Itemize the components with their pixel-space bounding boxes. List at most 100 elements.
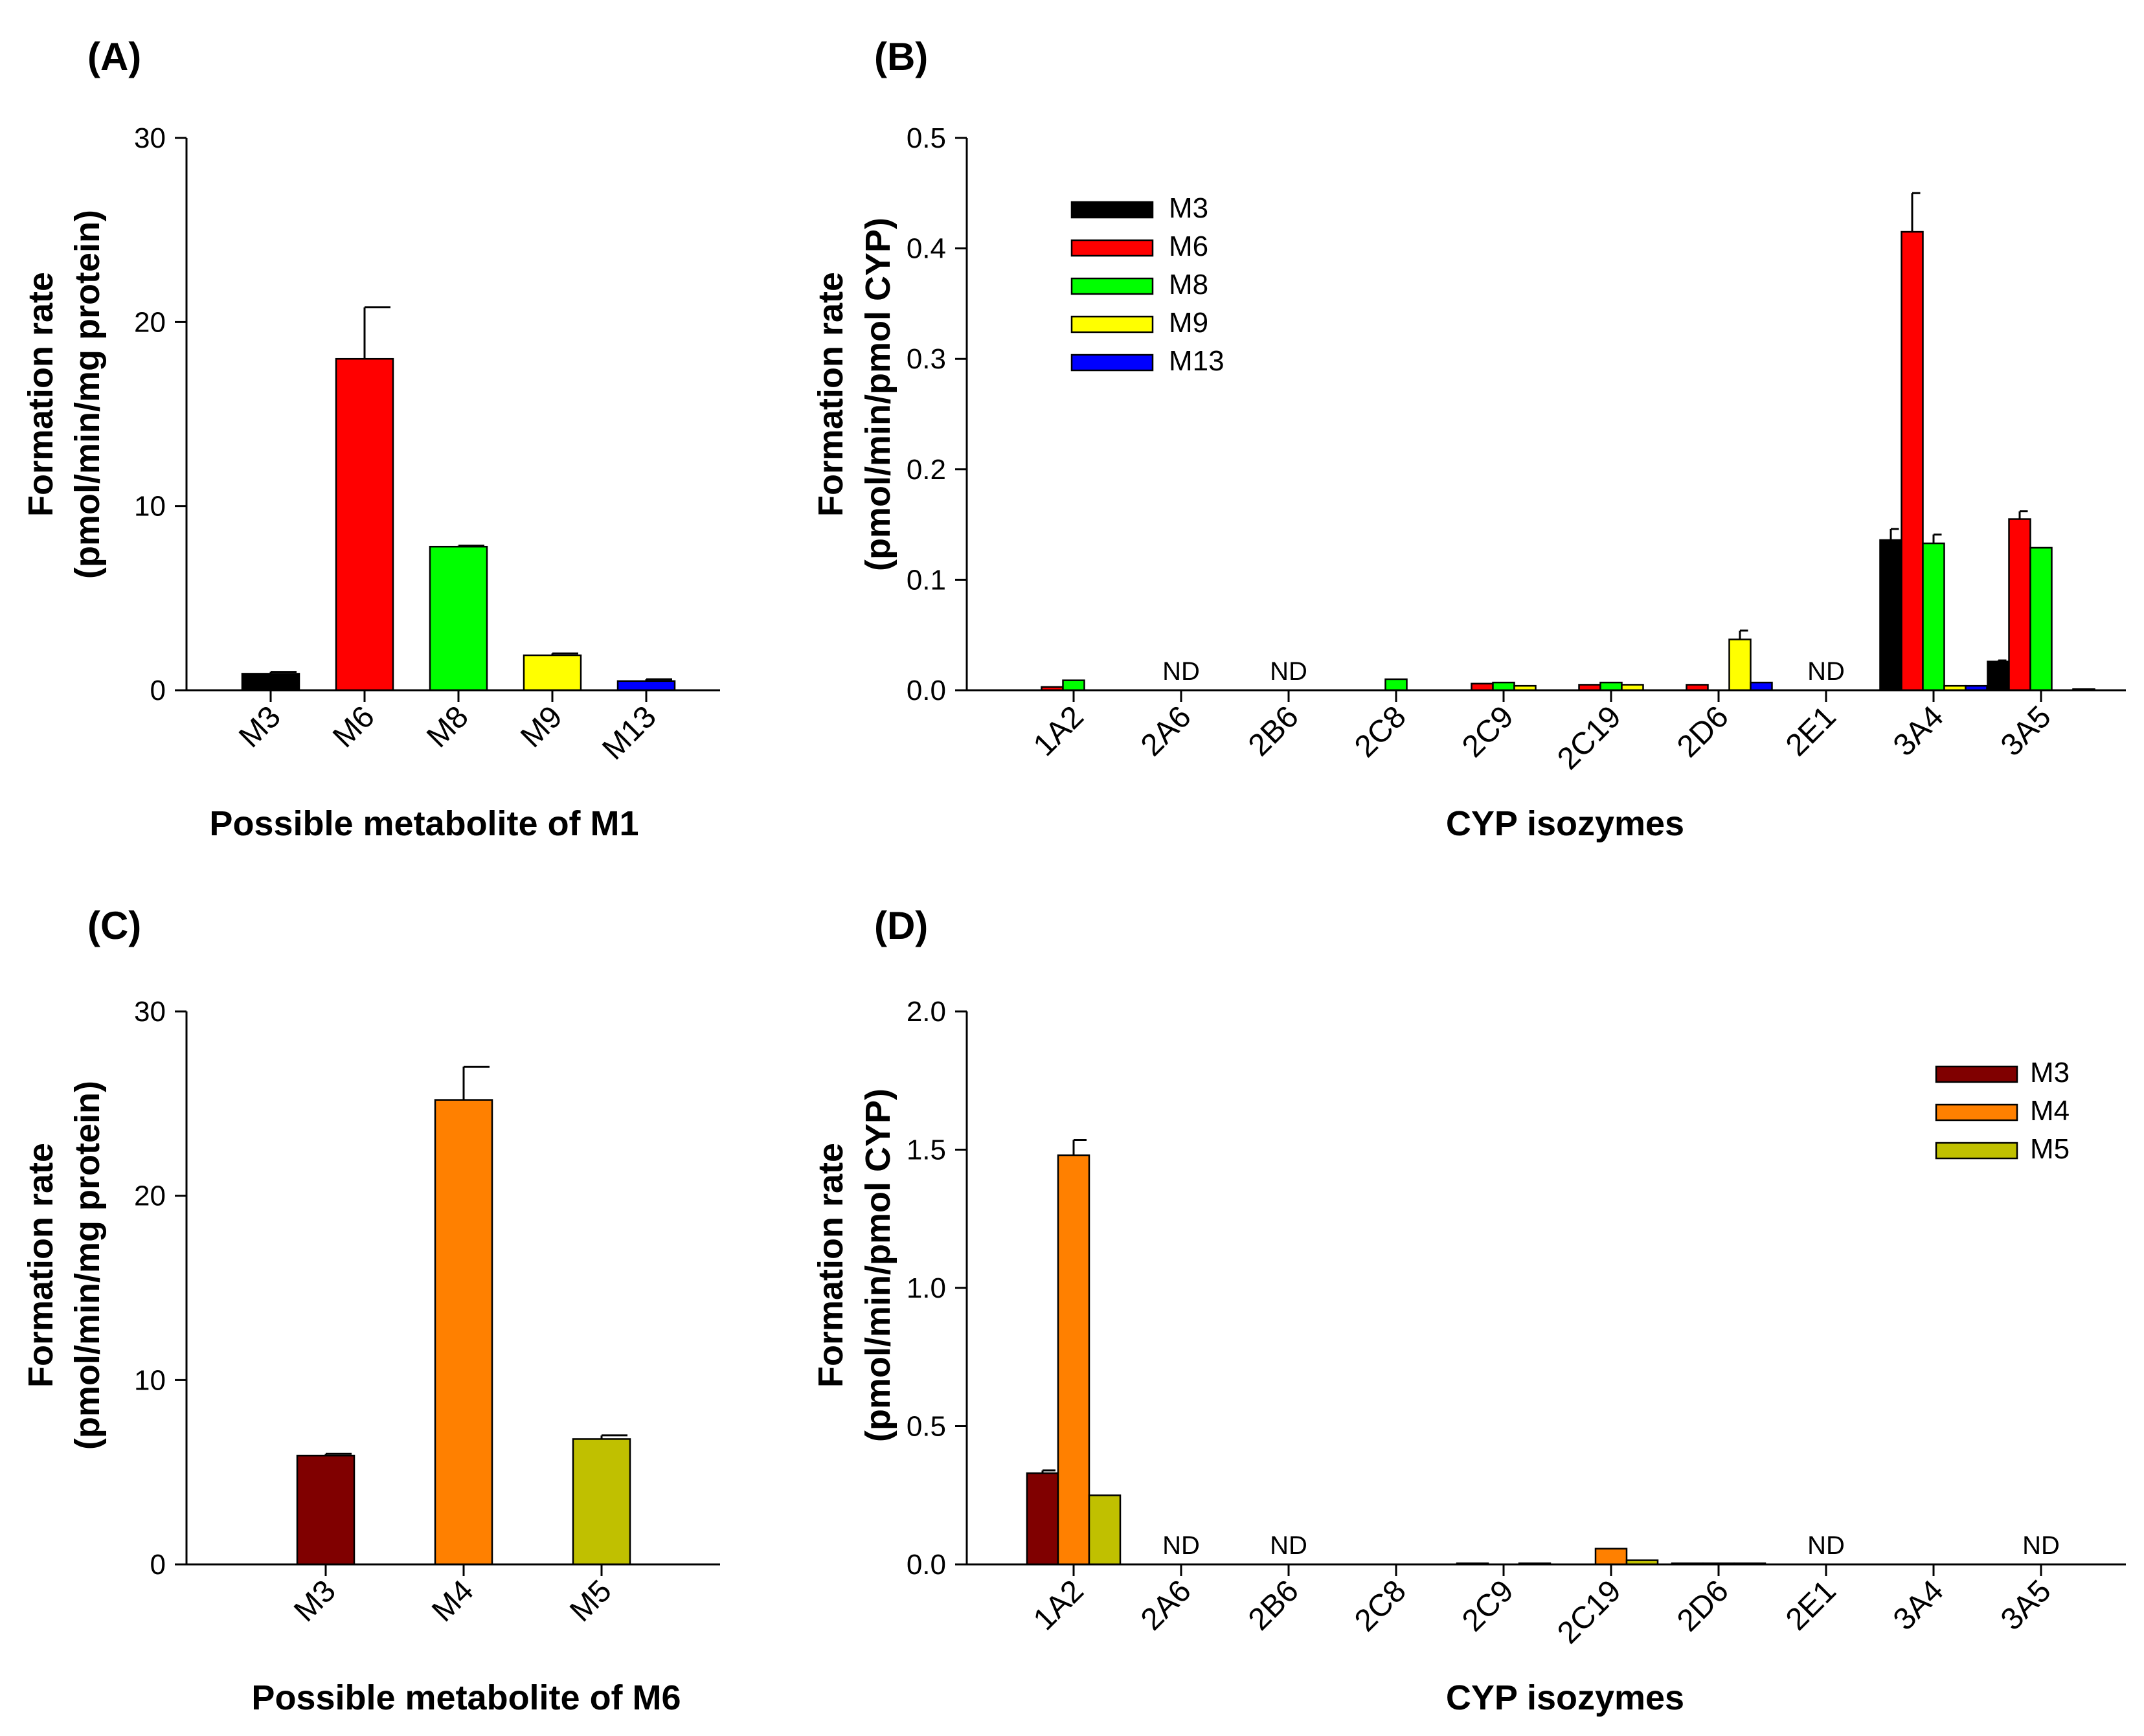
panel-d-xtick-label-2B6: 2B6 bbox=[1242, 1573, 1305, 1637]
panel-b-label: (B) bbox=[874, 35, 928, 78]
panel-a-ytick-label: 10 bbox=[134, 491, 166, 523]
panel-a-bar-M6 bbox=[335, 357, 394, 692]
panel-b-bar-3A4-M3 bbox=[1879, 539, 1902, 692]
panel-a-xtick-label-M6: M6 bbox=[326, 699, 381, 754]
panel-b-xtick-label-2C9: 2C9 bbox=[1456, 699, 1520, 764]
panel-c-bar-M4-error bbox=[462, 1065, 490, 1100]
panel-b-ylabel-line1: Formation rate bbox=[811, 272, 850, 517]
panel-a-bar-M13 bbox=[616, 680, 676, 692]
panel-b-xtick-label-2A6: 2A6 bbox=[1134, 699, 1198, 763]
panel-d-bar-2C19-M4 bbox=[1594, 1548, 1628, 1566]
panel-b-xtick-label-2C8: 2C8 bbox=[1348, 699, 1413, 764]
panel-a-bar-M9-error bbox=[551, 652, 578, 655]
panel-a-label: (A) bbox=[87, 35, 141, 78]
panel-b-xlabel: CYP isozymes bbox=[1446, 804, 1684, 843]
panel-b-xtick-label-2E1: 2E1 bbox=[1779, 699, 1843, 763]
panel-a-xtick-label-M9: M9 bbox=[514, 699, 569, 754]
panel-b-annotation-2A6: ND bbox=[1162, 657, 1200, 686]
panel-b-xtick-label-3A4: 3A4 bbox=[1887, 699, 1950, 763]
panel-c-ytick-label: 10 bbox=[134, 1364, 166, 1396]
panel-d-annotation-2B6: ND bbox=[1270, 1531, 1307, 1560]
panel-b-legend-swatch-M8 bbox=[1070, 277, 1154, 295]
panel-d-bar-1A2-M3 bbox=[1026, 1472, 1059, 1566]
panel-b-bar-2D6-M9 bbox=[1728, 638, 1752, 692]
panel-d-bar-1A2-M4-error bbox=[1072, 1139, 1087, 1156]
panel-a-ylabel-line1: Formation rate bbox=[21, 272, 60, 517]
panel-b-bar-2C9-M6 bbox=[1471, 682, 1494, 692]
panel-a-bar-M6-error bbox=[363, 306, 390, 359]
panel-c-bar-M4 bbox=[434, 1099, 493, 1566]
panel-b-legend: M3 M6 M8 M9 M13 bbox=[1070, 192, 1224, 377]
panel-d: (D) Formation rate (pmol/min/pmol CYP) C… bbox=[811, 904, 2126, 1717]
panel-b-bar-3A4-M8-error bbox=[1932, 533, 1942, 544]
panel-d-bar-1A2-M5 bbox=[1088, 1494, 1122, 1566]
panel-d-axes bbox=[965, 1011, 2126, 1566]
panel-b-axes bbox=[965, 138, 2126, 692]
panel-b-legend-swatch-M3 bbox=[1070, 201, 1154, 219]
panel-d-xlabel: CYP isozymes bbox=[1446, 1678, 1684, 1717]
panel-c-xtick-label-M4: M4 bbox=[425, 1573, 480, 1629]
panel-a-bar-M9 bbox=[523, 654, 582, 692]
panel-d-legend-label-M4: M4 bbox=[2030, 1095, 2070, 1127]
panel-a-ytick-label: 30 bbox=[134, 122, 166, 154]
panel-a-xtick-label-M3: M3 bbox=[232, 699, 288, 754]
panel-c-xtick-label-M3: M3 bbox=[288, 1573, 343, 1629]
panel-b: (B) Formation rate (pmol/min/pmol CYP) C… bbox=[811, 35, 2126, 843]
panel-b-plot: ND ND ND 0.0 0.1 0.2 0.3 0.4 0.5 1A2 2A6 2B6 2C8 2C9 2… bbox=[907, 122, 2126, 776]
panel-d-xtick-label-3A4: 3A4 bbox=[1887, 1573, 1950, 1637]
panel-b-ytick-label: 0.4 bbox=[907, 233, 946, 265]
panel-b-legend-label-M9: M9 bbox=[1169, 307, 1208, 339]
panel-b-xtick-label-2D6: 2D6 bbox=[1671, 699, 1735, 764]
panel-a-bar-M8 bbox=[429, 545, 488, 692]
panel-d-annotation-2E1: ND bbox=[1807, 1531, 1845, 1560]
panel-d-xtick-label-2C9: 2C9 bbox=[1456, 1573, 1520, 1638]
panel-b-legend-label-M8: M8 bbox=[1169, 269, 1208, 300]
panel-d-xtick-label-2C19: 2C19 bbox=[1551, 1573, 1628, 1651]
panel-d-label: (D) bbox=[874, 904, 928, 947]
panel-d-ytick-label: 0.0 bbox=[907, 1549, 946, 1581]
panel-c-label: (C) bbox=[87, 904, 141, 947]
panel-c-plot: 0 10 20 30 M3 M4 M5 bbox=[134, 996, 720, 1629]
panel-d-ytick-label: 0.5 bbox=[907, 1411, 946, 1443]
panel-c-xlabel: Possible metabolite of M6 bbox=[251, 1678, 681, 1717]
panel-c-bar-M5 bbox=[572, 1438, 631, 1566]
panel-b-bar-3A4-M8 bbox=[1922, 542, 1945, 692]
panel-b-ytick-label: 0.1 bbox=[907, 564, 946, 596]
panel-d-legend: M3 M4 M5 bbox=[1935, 1057, 2070, 1165]
panel-c-xtick-label-M5: M5 bbox=[563, 1573, 618, 1629]
panel-b-bar-3A4-M3-error bbox=[1890, 528, 1899, 540]
panel-a-xlabel: Possible metabolite of M1 bbox=[209, 804, 638, 843]
panel-b-bar-3A5-M8 bbox=[2029, 547, 2053, 692]
panel-b-legend-swatch-M13 bbox=[1070, 354, 1154, 372]
panel-b-bar-3A4-M6-error bbox=[1911, 192, 1921, 232]
panel-d-legend-swatch-M3 bbox=[1935, 1065, 2018, 1083]
panel-a-ytick-label: 20 bbox=[134, 306, 166, 338]
panel-d-xtick-label-3A5: 3A5 bbox=[1994, 1573, 2058, 1637]
panel-c-ylabel-line1: Formation rate bbox=[21, 1143, 60, 1388]
panel-b-bar-3A5-M6-error bbox=[2018, 510, 2028, 519]
panel-d-legend-label-M3: M3 bbox=[2030, 1057, 2070, 1088]
panel-a-xtick-label-M8: M8 bbox=[420, 699, 475, 754]
panel-b-legend-swatch-M6 bbox=[1070, 239, 1154, 257]
panel-b-bar-2C8-M8 bbox=[1384, 678, 1408, 692]
panel-d-legend-label-M5: M5 bbox=[2030, 1133, 2070, 1165]
panel-b-bar-3A5-M3 bbox=[1987, 660, 2010, 692]
panel-c-ytick-label: 0 bbox=[150, 1549, 166, 1581]
panel-a-xtick-label-M13: M13 bbox=[596, 699, 663, 767]
panel-d-bar-1A2-M4 bbox=[1057, 1154, 1090, 1566]
panel-d-ytick-label: 2.0 bbox=[907, 996, 946, 1028]
panel-c: (C) Formation rate (pmol/min/mg protein)… bbox=[21, 904, 720, 1717]
panel-c-ytick-label: 20 bbox=[134, 1180, 166, 1212]
panel-b-legend-label-M6: M6 bbox=[1169, 231, 1208, 262]
panel-d-plot: ND ND ND ND 0.0 0.5 1.0 1.5 2.0 1A2 2A6 2B6 2C8 2C9 2C… bbox=[907, 996, 2126, 1651]
panel-c-bar-M5-error bbox=[600, 1434, 627, 1439]
panel-b-annotation-2E1: ND bbox=[1807, 657, 1845, 686]
panel-d-bar-1A2-M3-error bbox=[1041, 1469, 1055, 1474]
panel-a-bar-M3 bbox=[241, 673, 300, 692]
panel-a: (A) Formation rate (pmol/min/mg protein)… bbox=[21, 35, 720, 843]
panel-d-xtick-label-2D6: 2D6 bbox=[1671, 1573, 1735, 1638]
panel-c-ylabel-line2: (pmol/min/mg protein) bbox=[68, 1081, 107, 1450]
panel-b-xtick-label-2C19: 2C19 bbox=[1551, 699, 1628, 776]
panel-a-ylabel-line2: (pmol/min/mg protein) bbox=[68, 210, 107, 579]
